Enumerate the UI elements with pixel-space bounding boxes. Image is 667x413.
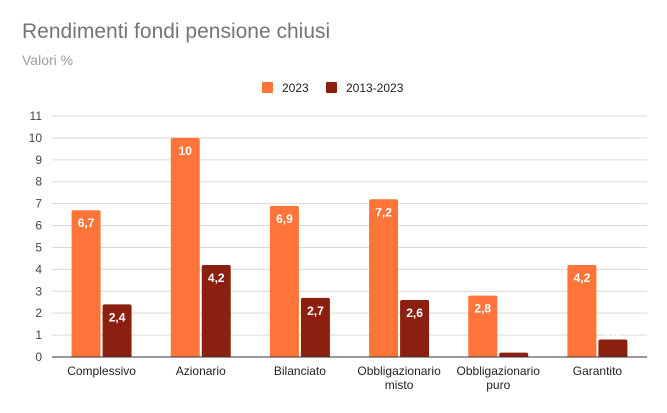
data-label: 10 <box>179 144 193 158</box>
y-tick-label: 7 <box>35 197 42 211</box>
data-label: 2,4 <box>109 310 126 324</box>
bar-2013-2023-3 <box>400 300 430 357</box>
data-label: 4,2 <box>208 271 225 285</box>
legend-swatch <box>326 82 337 93</box>
y-tick-label: 0 <box>35 350 42 364</box>
bar-2013-2023-0 <box>102 304 132 357</box>
x-tick-label: Complessivo <box>67 364 136 378</box>
data-labels: 6,7 2,4 10 4,2 6,9 2,7 7,2 2,6 2,8 0,2 4,2 0,8 <box>78 144 622 352</box>
data-label: 6,7 <box>78 216 95 230</box>
data-label: 2,8 <box>474 302 491 316</box>
y-tick-label: 11 <box>30 109 43 123</box>
bar-2013-2023-1 <box>201 264 231 357</box>
x-tick-label: Garantito <box>573 364 623 378</box>
grid-lines <box>52 115 647 336</box>
y-tick-label: 3 <box>35 284 42 298</box>
bar-2023-0 <box>71 210 101 357</box>
chart-title: Rendimenti fondi pensione chiusi <box>22 20 331 43</box>
data-label: 0,2 <box>505 338 522 352</box>
x-tick-label: Obbligazionario <box>357 364 441 378</box>
data-label: 2,7 <box>307 304 324 318</box>
y-tick-label: 4 <box>35 262 42 276</box>
data-label: 2,6 <box>406 306 423 320</box>
x-tick-label: Obbligazionario <box>457 364 541 378</box>
bar-2013-2023-4 <box>499 352 529 357</box>
x-tick-label: misto <box>385 378 414 392</box>
bar-2023-1 <box>170 137 200 357</box>
y-tick-label: 1 <box>35 328 42 342</box>
x-tick-label: Bilanciato <box>274 364 326 378</box>
legend-label: 2023 <box>282 81 309 95</box>
legend-label: 2013-2023 <box>346 81 404 95</box>
y-tick-label: 10 <box>29 131 43 145</box>
bar-2023-3 <box>369 199 399 357</box>
bar-2013-2023-2 <box>300 297 330 357</box>
x-tick-label: Azionario <box>176 364 226 378</box>
y-tick-label: 6 <box>35 219 42 233</box>
bar-2013-2023-5 <box>598 339 628 357</box>
data-label: 7,2 <box>375 205 392 219</box>
y-tick-label: 9 <box>35 153 42 167</box>
x-tick-label: puro <box>486 378 510 392</box>
legend: 2023 2013-2023 <box>262 81 404 95</box>
y-tick-label: 2 <box>35 306 42 320</box>
bars <box>71 137 628 357</box>
y-tick-label: 8 <box>35 175 42 189</box>
axes: 0 1 2 3 4 5 6 7 8 9 10 11 Complessivo Azionario Bilanc… <box>29 109 647 392</box>
chart-subtitle: Valori % <box>22 52 74 68</box>
legend-swatch <box>262 82 273 93</box>
data-label: 4,2 <box>574 271 591 285</box>
bar-2023-4 <box>468 295 498 357</box>
bar-2023-2 <box>269 205 299 357</box>
data-label: 6,9 <box>276 212 293 226</box>
bar-2023-5 <box>567 264 597 357</box>
y-tick-label: 5 <box>35 240 42 254</box>
data-label: 0,8 <box>605 324 622 338</box>
